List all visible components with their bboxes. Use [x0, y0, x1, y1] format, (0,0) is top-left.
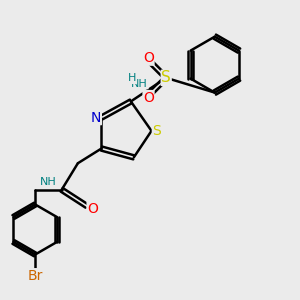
Text: NH: NH [40, 177, 57, 188]
Text: Br: Br [28, 269, 43, 283]
Text: S: S [161, 70, 171, 86]
Text: O: O [143, 51, 154, 65]
Text: O: O [87, 202, 98, 216]
Text: S: S [152, 124, 161, 138]
Text: O: O [143, 91, 154, 105]
Text: N: N [91, 111, 101, 124]
Text: H: H [128, 74, 136, 83]
Text: NH: NH [131, 79, 148, 89]
